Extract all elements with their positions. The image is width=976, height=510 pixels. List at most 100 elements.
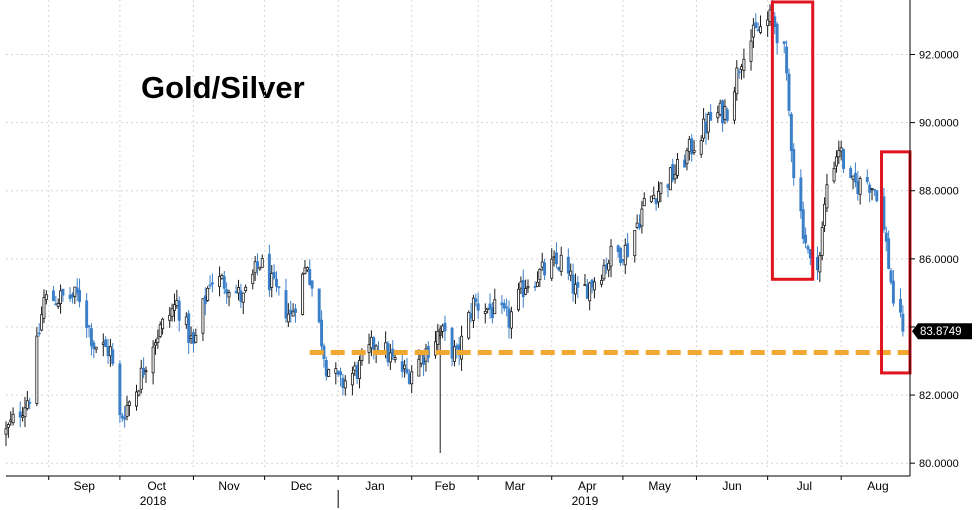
candle-body	[452, 346, 456, 362]
candle-body	[471, 297, 475, 321]
candle-body	[37, 332, 41, 335]
candle-body	[170, 308, 174, 317]
y-tick-label: 88.0000	[919, 186, 959, 198]
chart-title: Gold/Silver	[141, 70, 305, 105]
candle-body	[685, 150, 689, 165]
candle-body	[718, 102, 722, 115]
candle-body	[6, 424, 10, 428]
candle-body	[168, 314, 172, 321]
candle-body	[106, 346, 110, 357]
last-value-badge	[912, 323, 972, 340]
candle-body	[28, 401, 32, 404]
candle-body	[768, 9, 772, 22]
candle-body	[887, 238, 891, 269]
candle-body	[536, 281, 539, 287]
x-month-label: Apr	[578, 479, 597, 493]
candle-body	[237, 287, 240, 294]
candle-body	[234, 291, 238, 293]
candle-body	[460, 335, 464, 360]
candle-body	[118, 363, 122, 416]
y-tick-label: 92.0000	[919, 49, 959, 61]
candle-body	[723, 106, 727, 120]
candle-body	[554, 252, 558, 265]
candle-body	[353, 365, 357, 371]
candle-body	[61, 288, 65, 296]
candle-body	[11, 413, 15, 424]
candle-body	[104, 339, 108, 348]
grid-lines	[6, 0, 910, 470]
candle-body	[576, 282, 580, 288]
candle-body	[244, 286, 248, 291]
candle-body	[502, 303, 506, 309]
candle-body	[493, 299, 497, 315]
candle-body	[616, 245, 620, 253]
candle-body	[550, 258, 554, 279]
candle-body	[773, 16, 777, 28]
candle-body	[194, 334, 198, 343]
candle-body	[782, 41, 786, 44]
y-tick-label: 86.0000	[919, 254, 959, 266]
x-month-label: Oct	[147, 479, 166, 493]
candle-body	[101, 342, 105, 345]
candle-body	[92, 342, 96, 349]
candle-body	[583, 284, 587, 287]
candle-body	[343, 380, 347, 389]
candle-body	[732, 91, 736, 121]
candle-body	[154, 342, 157, 346]
candle-body	[649, 195, 653, 203]
candle-body	[820, 227, 824, 256]
candle-body	[203, 295, 207, 305]
candle-body	[272, 271, 276, 279]
candle-body	[142, 368, 146, 375]
candle-body	[716, 112, 720, 119]
candle-body	[189, 335, 193, 339]
candle-body	[222, 276, 226, 289]
candle-body	[889, 270, 893, 283]
candle-body	[320, 319, 324, 347]
candle-body	[823, 203, 827, 226]
candle-body	[144, 370, 148, 373]
candle-body	[882, 196, 886, 230]
candle-body	[305, 267, 309, 271]
candle-body	[336, 370, 340, 375]
candle-body	[740, 66, 744, 70]
candle-body	[623, 244, 627, 266]
candle-body	[751, 24, 755, 38]
candle-body	[692, 149, 696, 153]
candle-body	[75, 287, 79, 294]
candle-body	[557, 267, 561, 271]
candle-body	[23, 407, 27, 418]
candle-body	[308, 268, 312, 285]
y-tick-label: 90.0000	[919, 118, 959, 130]
candle-body	[737, 71, 741, 74]
candle-body	[787, 73, 791, 111]
candle-body	[735, 67, 739, 95]
candle-body	[135, 391, 138, 407]
candle-body	[526, 286, 530, 289]
candle-body	[899, 298, 902, 313]
candle-body	[756, 29, 760, 32]
candle-body	[619, 247, 622, 264]
candle-body	[851, 175, 855, 180]
candle-body	[111, 349, 115, 364]
candle-body	[369, 336, 373, 349]
candle-body	[635, 222, 639, 228]
candle-body	[419, 354, 423, 364]
candle-body	[759, 26, 762, 33]
candle-body	[68, 294, 72, 299]
candle-body	[56, 303, 60, 307]
x-month-label: Mar	[505, 479, 526, 493]
candle-body	[388, 352, 392, 363]
candle-body	[808, 249, 812, 259]
x-month-label: Jun	[722, 479, 741, 493]
candle-body	[87, 325, 91, 328]
candle-body	[533, 286, 537, 288]
candle-body	[127, 401, 131, 406]
candle-body	[849, 168, 853, 179]
candle-body	[175, 299, 179, 306]
candle-body	[659, 182, 663, 194]
candle-body	[500, 302, 504, 306]
candle-body	[486, 307, 490, 311]
candle-body	[640, 208, 644, 227]
